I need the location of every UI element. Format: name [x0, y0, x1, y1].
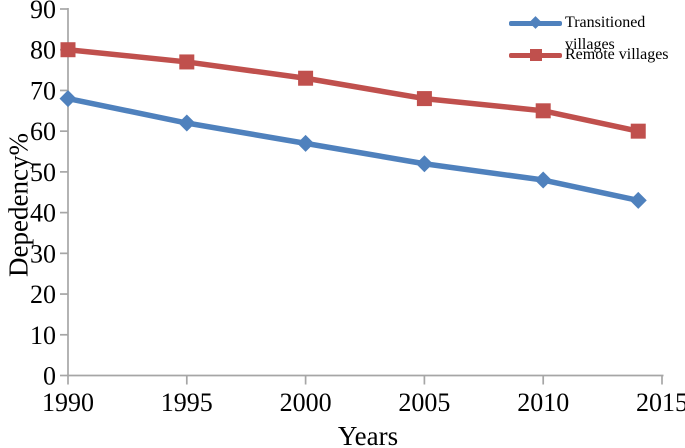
legend-sample-remote — [509, 49, 562, 61]
y-tick-label: 60 — [30, 117, 56, 146]
y-tick-label: 0 — [43, 362, 56, 391]
y-tick-label: 50 — [30, 158, 56, 187]
legend-item-transitioned-villages: Transitioned villages — [509, 12, 683, 56]
data-point-transitioned-villages — [59, 90, 77, 108]
x-tick-label: 1995 — [161, 388, 213, 417]
series-line-remote-villages — [65, 46, 641, 134]
x-tick-label: 1990 — [42, 388, 94, 417]
data-point-transitioned-villages — [629, 191, 647, 209]
y-tick-label: 80 — [30, 36, 56, 65]
data-point-transitioned-villages — [178, 114, 196, 132]
y-tick-label: 90 — [30, 0, 56, 24]
data-point-remote-villages — [535, 103, 551, 119]
x-axis-title: Years — [337, 421, 399, 448]
data-point-remote-villages — [298, 70, 314, 86]
x-tick-label: 2005 — [398, 388, 450, 417]
y-tick-label: 30 — [30, 239, 56, 268]
y-tick-label: 20 — [30, 280, 56, 309]
square-marker-icon — [530, 49, 542, 61]
diamond-marker-icon — [529, 16, 542, 29]
x-tick-label: 2000 — [280, 388, 332, 417]
x-tick-label: 2010 — [517, 388, 569, 417]
series-line-transitioned-villages — [65, 95, 641, 204]
legend-item-remote-villages: Remote villages — [509, 44, 683, 66]
data-point-transitioned-villages — [297, 134, 315, 152]
y-axis-title: Depedency% — [3, 133, 34, 277]
data-point-remote-villages — [179, 54, 195, 70]
x-tick-label: 2015 — [636, 388, 685, 417]
legend-sample-transitioned — [509, 16, 562, 29]
legend-label-transitioned: Transitioned villages — [565, 14, 646, 53]
data-point-remote-villages — [416, 91, 432, 107]
data-point-remote-villages — [630, 123, 646, 139]
data-point-transitioned-villages — [415, 155, 433, 173]
legend-label-remote: Remote villages — [565, 46, 669, 63]
y-tick-label: 70 — [30, 76, 56, 105]
y-tick-label: 40 — [30, 199, 56, 228]
y-tick-label: 10 — [30, 321, 56, 350]
data-point-transitioned-villages — [534, 171, 552, 189]
data-point-remote-villages — [60, 42, 76, 58]
